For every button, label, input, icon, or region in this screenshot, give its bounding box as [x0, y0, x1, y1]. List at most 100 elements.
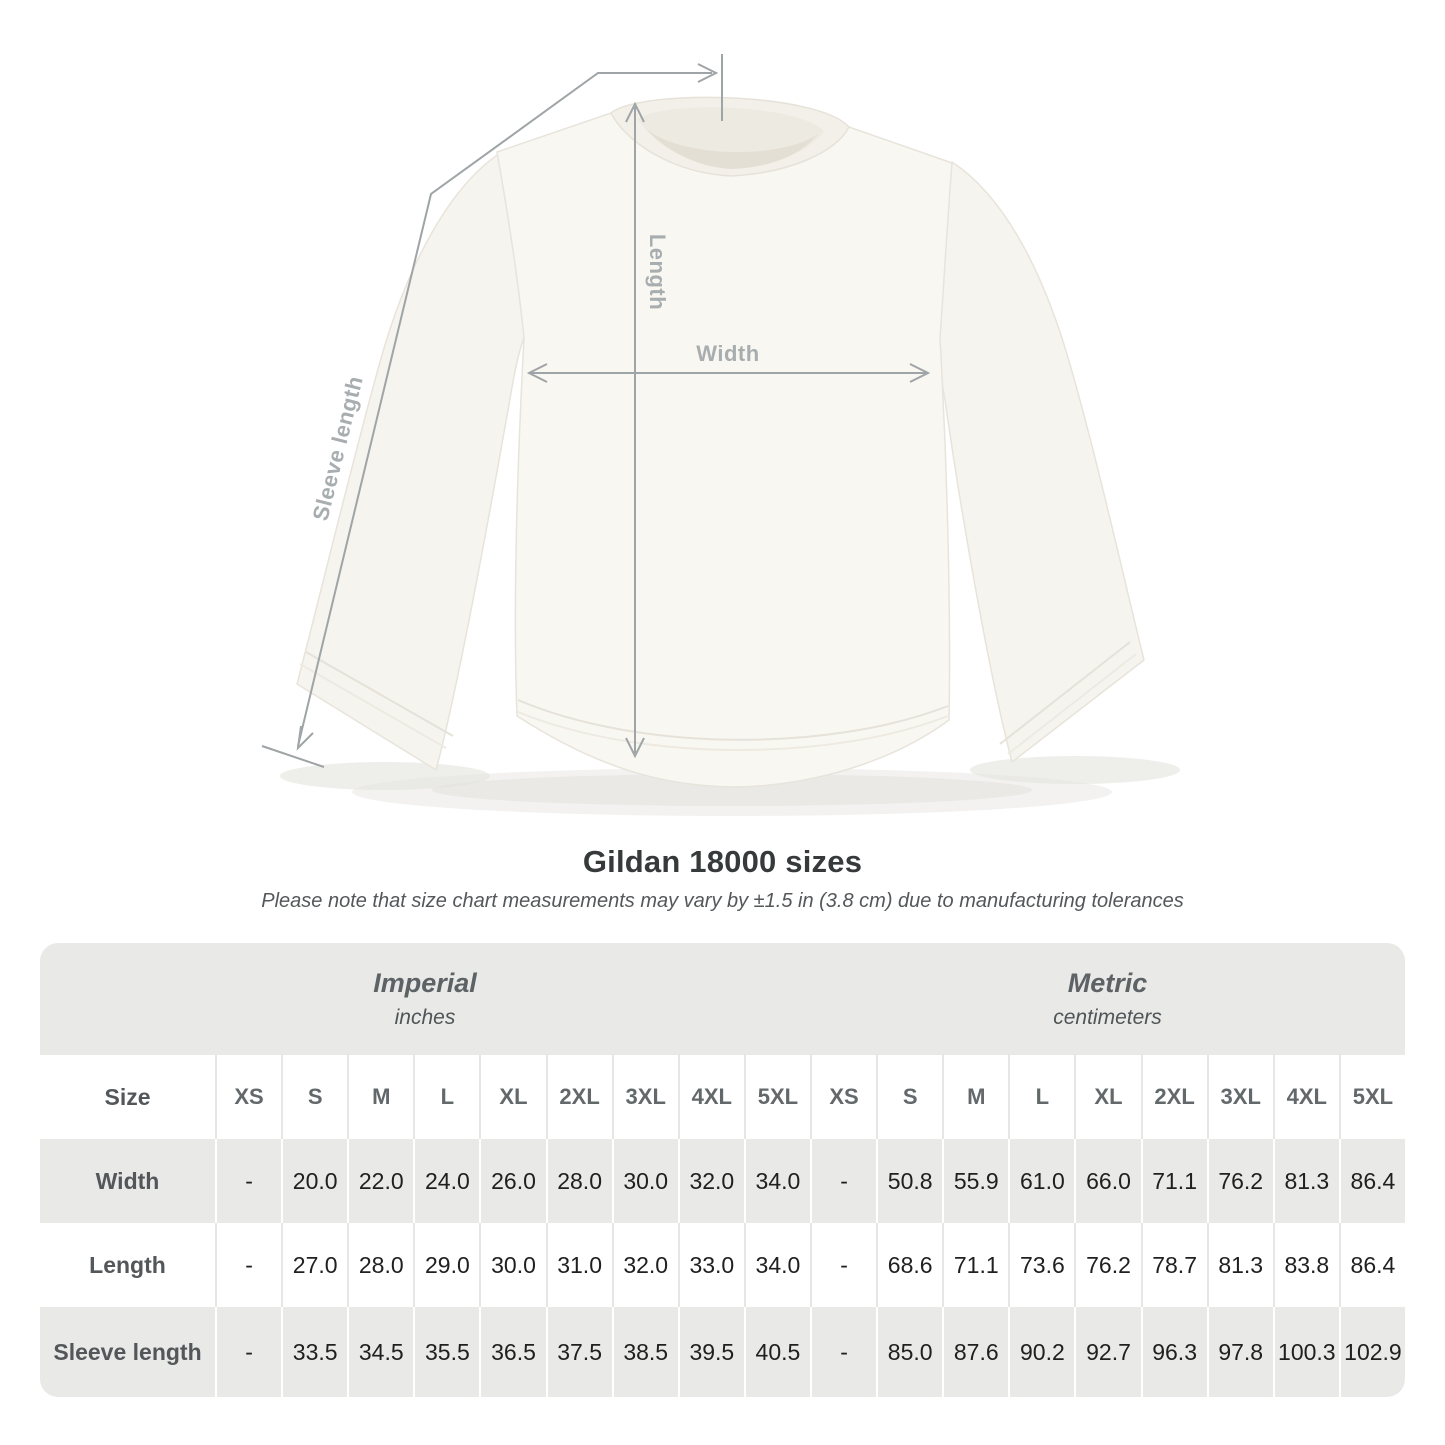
value-cell: 20.0: [281, 1139, 347, 1223]
heading-block: Gildan 18000 sizes Please note that size…: [0, 844, 1445, 913]
size-cell: XL: [1074, 1055, 1140, 1139]
value-cell: 34.0: [743, 1223, 810, 1307]
value-cell: 30.0: [479, 1223, 545, 1307]
value-cell: 29.0: [413, 1223, 479, 1307]
collar-inner-shadow: [645, 128, 818, 169]
sleeve-measure-line: [297, 72, 712, 747]
left-cuff-seam: [305, 651, 454, 737]
length-measure-arrow-bottom: [625, 737, 645, 759]
value-cell: 68.6: [876, 1223, 942, 1307]
width-row: Width - 20.0 22.0 24.0 26.0 28.0 30.0 32…: [40, 1139, 1405, 1223]
value-cell: 37.5: [545, 1307, 612, 1397]
value-cell: 73.6: [1008, 1223, 1074, 1307]
value-cell: 31.0: [545, 1223, 612, 1307]
value-cell: 26.0: [479, 1139, 545, 1223]
length-measure-label: Length: [645, 234, 670, 310]
value-cell: 76.2: [1206, 1139, 1273, 1223]
value-cell: 96.3: [1140, 1307, 1207, 1397]
sleeve-measure-terminator-bottom: [261, 745, 325, 768]
page-title: Gildan 18000 sizes: [582, 844, 863, 879]
value-cell: 35.5: [413, 1307, 479, 1397]
hem-seam: [517, 699, 949, 741]
hem-seam-2: [517, 711, 949, 751]
row-label: Sleeve length: [53, 1338, 202, 1365]
value-cell: 78.7: [1140, 1223, 1207, 1307]
metric-unit: centimeters: [1053, 1006, 1162, 1029]
value-cell: 55.9: [942, 1139, 1008, 1223]
value-cell: 28.0: [347, 1223, 413, 1307]
metric-header: Metric centimeters: [810, 943, 1405, 1055]
value-cell: 66.0: [1074, 1139, 1140, 1223]
size-cell: XS: [810, 1055, 876, 1139]
size-cell: L: [1008, 1055, 1074, 1139]
size-table: Imperial inches Metric centimeters Size …: [40, 943, 1405, 1397]
imperial-title: Imperial: [373, 968, 477, 998]
size-cell: 4XL: [677, 1055, 744, 1139]
unit-header-band: Imperial inches Metric centimeters: [40, 943, 1405, 1055]
size-cell: S: [281, 1055, 347, 1139]
value-cell: 27.0: [281, 1223, 347, 1307]
value-cell: 71.1: [942, 1223, 1008, 1307]
size-header-label: Size: [104, 1083, 151, 1110]
row-label: Width: [95, 1167, 160, 1194]
size-cell: M: [347, 1055, 413, 1139]
value-cell: 97.8: [1206, 1307, 1273, 1397]
size-cell: 2XL: [1140, 1055, 1207, 1139]
size-header-row: Size XS S M L XL 2XL 3XL 4XL 5XL XS S M …: [40, 1055, 1405, 1139]
size-cell: 4XL: [1272, 1055, 1339, 1139]
value-cell: 50.8: [876, 1139, 942, 1223]
size-cell: XL: [479, 1055, 545, 1139]
size-cell: L: [413, 1055, 479, 1139]
value-cell: 100.3: [1272, 1307, 1339, 1397]
value-cell: 24.0: [413, 1139, 479, 1223]
imperial-unit: inches: [394, 1006, 456, 1029]
value-cell: 102.9: [1338, 1307, 1405, 1397]
size-cell: M: [942, 1055, 1008, 1139]
body-panel: [496, 102, 953, 788]
value-cell: 30.0: [611, 1139, 678, 1223]
value-cell: -: [810, 1307, 876, 1397]
metric-title: Metric: [1067, 968, 1148, 998]
value-cell: 34.5: [347, 1307, 413, 1397]
value-cell: 85.0: [876, 1307, 942, 1397]
value-cell: -: [215, 1223, 281, 1307]
row-label: Length: [89, 1251, 166, 1278]
right-cuff-seam-2: [1007, 653, 1137, 755]
length-row: Length - 27.0 28.0 29.0 30.0 31.0 32.0 3…: [40, 1223, 1405, 1307]
sleeve-length-row: Sleeve length - 33.5 34.5 35.5 36.5 37.5…: [40, 1307, 1405, 1397]
size-cell: 3XL: [611, 1055, 678, 1139]
right-cuff-seam: [999, 641, 1131, 745]
value-cell: 83.8: [1272, 1223, 1339, 1307]
value-cell: -: [810, 1223, 876, 1307]
sleeve-measure-arrow-bottom: [296, 725, 314, 751]
value-cell: 33.5: [281, 1307, 347, 1397]
size-cell: XS: [215, 1055, 281, 1139]
value-cell: 38.5: [611, 1307, 678, 1397]
width-measure-arrow-left: [526, 363, 548, 383]
value-cell: 61.0: [1008, 1139, 1074, 1223]
sweatshirt-illustration: [296, 96, 1145, 788]
value-cell: 40.5: [743, 1307, 810, 1397]
product-measurement-diagram: Length Width Sleeve length: [261, 54, 1180, 816]
size-cell: 2XL: [545, 1055, 612, 1139]
value-cell: 36.5: [479, 1307, 545, 1397]
value-cell: 32.0: [611, 1223, 678, 1307]
value-cell: 22.0: [347, 1139, 413, 1223]
value-cell: 92.7: [1074, 1307, 1140, 1397]
value-cell: 76.2: [1074, 1223, 1140, 1307]
value-cell: 71.1: [1140, 1139, 1207, 1223]
size-cell: 5XL: [1338, 1055, 1405, 1139]
tolerance-note: Please note that size chart measurements…: [261, 890, 1184, 912]
value-cell: -: [215, 1307, 281, 1397]
size-cell: 3XL: [1206, 1055, 1273, 1139]
value-cell: 28.0: [545, 1139, 612, 1223]
value-cell: 33.0: [677, 1223, 744, 1307]
sleeve-measure-arrow-right: [697, 63, 719, 83]
width-measure-label: Width: [696, 341, 759, 366]
value-cell: 34.0: [743, 1139, 810, 1223]
width-measure-arrow-right: [909, 363, 931, 383]
value-cell: 90.2: [1008, 1307, 1074, 1397]
size-cell: 5XL: [743, 1055, 810, 1139]
value-cell: 39.5: [677, 1307, 744, 1397]
